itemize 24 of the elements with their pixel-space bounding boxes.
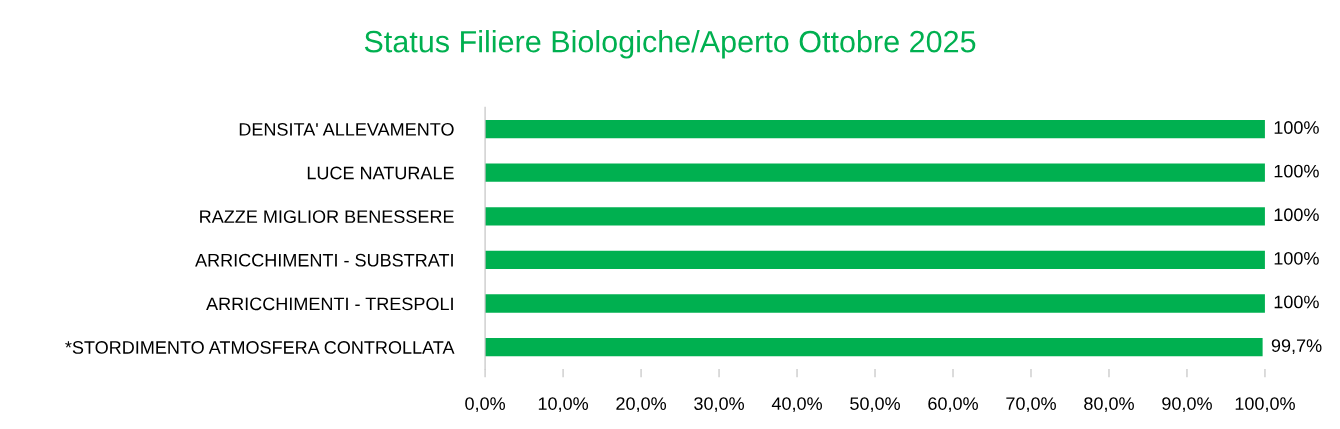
y-tick-label: ARRICCHIMENTI - SUBSTRATI	[195, 253, 453, 267]
x-tick-label: 40,0%	[771, 397, 822, 413]
data-label: 99,7%	[1271, 339, 1322, 355]
data-label: 100%	[1274, 251, 1319, 265]
y-tick-label: *STORDIMENTO ATMOSFERA CONTROLLATA	[65, 341, 455, 354]
chart-title: Status Filiere Biologiche/Aperto Ottobre 2025	[364, 30, 976, 59]
y-tick-label: LUCE NATURALE	[307, 166, 454, 180]
x-tick-label: 30,0%	[694, 397, 744, 413]
y-tick-label: RAZZE MIGLIOR BENESSERE	[200, 210, 454, 224]
y-tick-label: ARRICCHIMENTI - TRESPOLI	[206, 297, 453, 311]
x-tick-label: 60,0%	[928, 397, 978, 413]
data-label: 100%	[1274, 295, 1319, 309]
x-tick-label: 70,0%	[1006, 397, 1056, 413]
x-tick-label: 100,0%	[1235, 397, 1295, 413]
x-tick-label: 50,0%	[850, 397, 900, 413]
x-tick-label: 90,0%	[1162, 397, 1212, 413]
data-label: 100%	[1274, 121, 1319, 134]
data-label: 100%	[1274, 208, 1319, 222]
x-tick-label: 80,0%	[1084, 397, 1134, 413]
x-tick-label: 0,0%	[465, 397, 506, 413]
y-tick-label: DENSITA' ALLEVAMENTO	[239, 122, 454, 136]
data-label: 100%	[1274, 164, 1319, 178]
x-tick-label: 10,0%	[538, 397, 589, 413]
x-tick-label: 20,0%	[616, 397, 667, 413]
